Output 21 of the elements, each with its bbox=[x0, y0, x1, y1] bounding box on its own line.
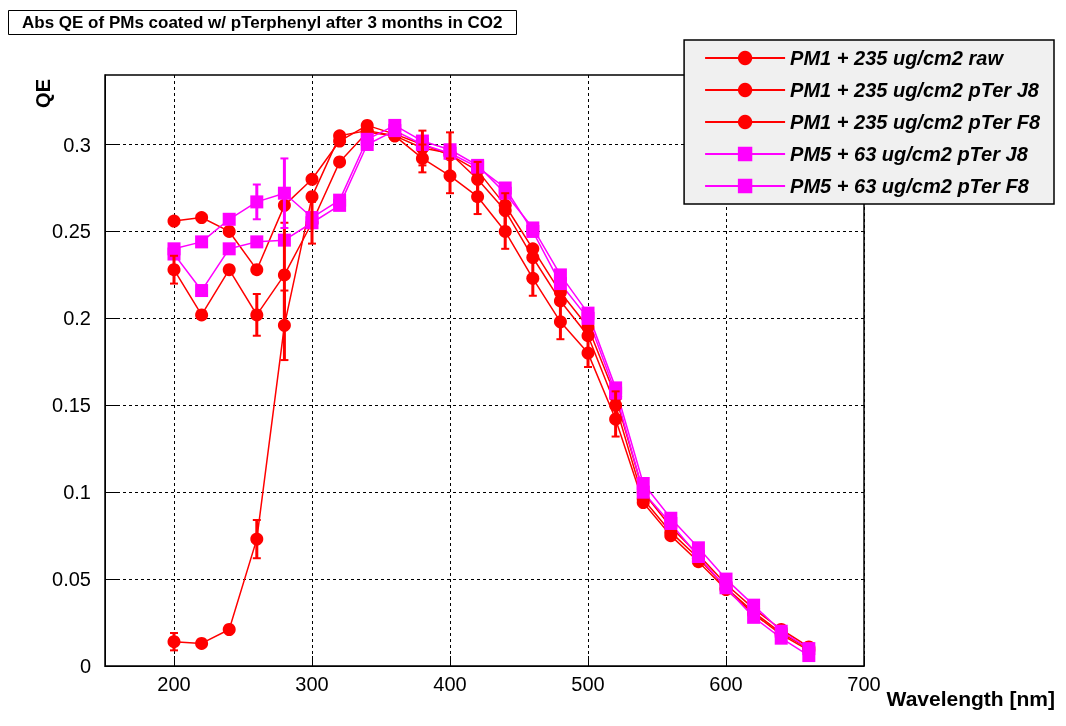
chart-title: Abs QE of PMs coated w/ pTerphenyl after 3 months in CO2 bbox=[22, 13, 503, 32]
legend-label: PM1 + 235 ug/cm2 pTer F8 bbox=[790, 111, 1041, 133]
y-tick-label: 0.25 bbox=[52, 220, 91, 243]
legend-label: PM5 + 63 ug/cm2 pTer F8 bbox=[790, 175, 1030, 197]
legend-label: PM5 + 63 ug/cm2 pTer J8 bbox=[790, 143, 1029, 165]
x-tick-label: 300 bbox=[295, 673, 329, 695]
x-tick-label: 500 bbox=[571, 673, 605, 695]
x-tick-label: 700 bbox=[847, 673, 881, 695]
y-tick-label: 0.15 bbox=[52, 394, 91, 417]
legend-label: PM1 + 235 ug/cm2 pTer J8 bbox=[790, 79, 1040, 101]
y-tick-label: 0.05 bbox=[52, 568, 91, 591]
x-tick-label: 400 bbox=[433, 673, 467, 695]
y-tick-label: 0 bbox=[79, 655, 91, 677]
legend-label: PM1 + 235 ug/cm2 raw bbox=[790, 47, 1005, 69]
y-tick-label: 0.2 bbox=[63, 307, 91, 330]
x-tick-label: 200 bbox=[157, 673, 191, 695]
y-axis-title: QE bbox=[32, 79, 54, 108]
x-tick-label: 600 bbox=[709, 673, 743, 695]
y-tick-label: 0.1 bbox=[63, 481, 91, 504]
x-axis-title: Wavelength [nm] bbox=[886, 687, 1055, 710]
y-tick-label: 0.3 bbox=[63, 133, 91, 156]
